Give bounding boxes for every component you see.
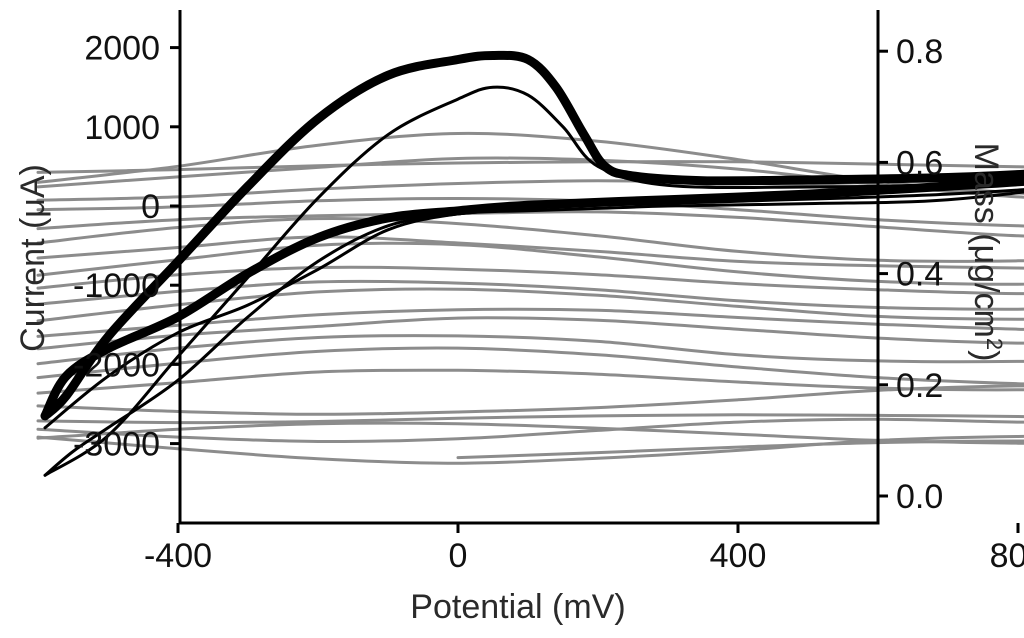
y2-ticks: 0.8 0.6 0.4 0.2 0.0 [878, 33, 943, 516]
current-trace-1 [40, 50, 1024, 421]
mass-trace-8 [36, 235, 1024, 270]
x-tick-label: -400 [144, 537, 212, 575]
y-tick-label: 0 [141, 188, 160, 226]
mass-trace-23 [456, 439, 1024, 460]
y-tick-label: 1000 [84, 109, 160, 147]
mass-trace-13 [36, 307, 1024, 338]
y2-tick-label: 0.6 [896, 144, 943, 182]
y2-tick-label: 0.4 [896, 256, 943, 294]
mass-trace-22 [36, 434, 1024, 465]
y-tick-label: -1000 [73, 267, 160, 305]
y-tick-label: -2000 [73, 346, 160, 384]
y2-tick-label: 0.2 [896, 367, 943, 405]
x-axis-title: Potential (mV) [410, 588, 625, 626]
y-ticks: 2000 1000 0 -1000 -2000 -3000 [73, 30, 180, 464]
y-tick-label: -3000 [73, 426, 160, 464]
x-tick-label: 400 [710, 537, 767, 575]
mass-trace-1 [36, 160, 1024, 174]
mass-trace-18 [36, 384, 1024, 416]
mass-trace-15 [36, 334, 1024, 366]
y-axis-title: Current (μA) [14, 164, 52, 352]
current-traces [40, 50, 1024, 477]
mass-trace-10 [36, 265, 1024, 296]
y2-tick-label: 0.0 [896, 478, 943, 516]
y2-axis-title: Mass (μg/cm2) [967, 143, 1007, 362]
current-trace-2 [43, 85, 1024, 477]
y2-axis-title-end: ) [967, 350, 1005, 361]
mass-trace-7 [36, 216, 1024, 263]
x-ticks: -400 0 400 800 [144, 523, 1024, 575]
mass-trace-19 [36, 413, 1024, 425]
mass-trace-21 [36, 417, 1024, 444]
mass-trace-17 [36, 368, 1024, 395]
mass-trace-16 [36, 346, 1024, 386]
plot-frame [178, 10, 880, 525]
current-trace-3 [43, 190, 1024, 430]
y-tick-label: 2000 [84, 30, 160, 68]
mass-trace-9 [36, 241, 1024, 286]
y2-axis-title-main: Mass (μg/cm [967, 143, 1005, 338]
mass-trace-12 [36, 287, 1024, 323]
mass-trace-4 [36, 179, 1024, 202]
mass-trace-14 [36, 316, 1024, 351]
x-tick-label: 0 [449, 537, 468, 575]
x-tick-label: 800 [990, 537, 1024, 575]
y2-tick-label: 0.8 [896, 33, 943, 71]
y2-axis-title-sup: 2 [982, 338, 1007, 350]
